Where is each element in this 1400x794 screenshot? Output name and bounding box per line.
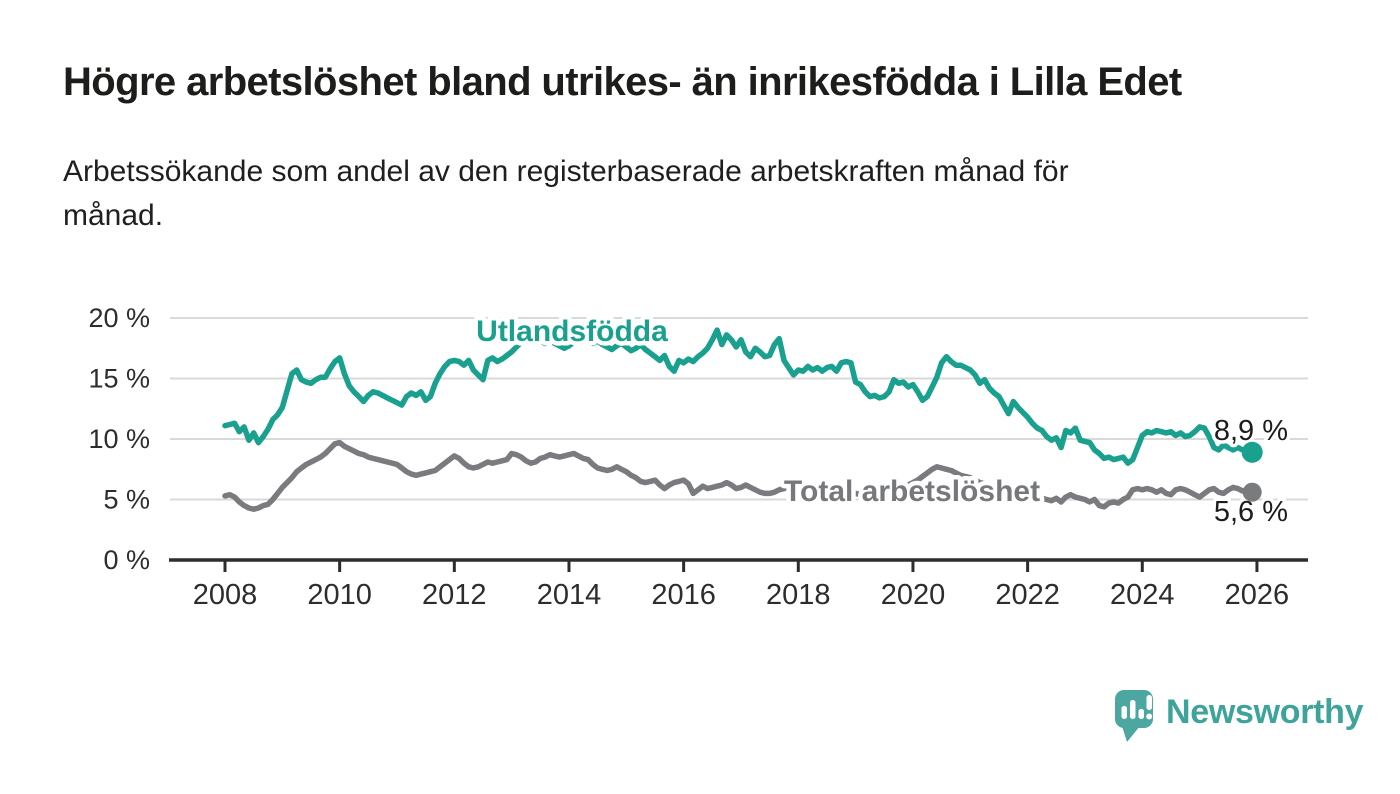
series-label-total-arbetsloshet: Total arbetslöshet [784, 475, 1040, 508]
series-line-utlandsfodda [222, 327, 1255, 466]
x-tick-label: 2008 [193, 579, 258, 611]
newsworthy-logo-icon [1115, 690, 1153, 742]
logo-bar-1 [1121, 706, 1127, 719]
x-tick-label: 2022 [995, 579, 1060, 611]
series-line-total-arbetsloshet [222, 439, 1255, 512]
y-axis-labels: 0 % 5 % 10 % 15 % 20 % [88, 303, 150, 575]
x-tick-label: 2010 [307, 579, 372, 611]
newsworthy-wordmark: Newsworthy [1166, 693, 1364, 731]
logo-exclamation-stem [1146, 695, 1152, 710]
y-tick-label: 0 % [103, 545, 150, 575]
series-label-utlandsfodda: Utlandsfödda [476, 315, 668, 348]
x-tick-label: 2018 [766, 579, 831, 611]
x-tick-label: 2020 [881, 579, 946, 611]
gridlines [170, 317, 1308, 501]
x-tick-label: 2012 [422, 579, 487, 611]
chart-subtitle-line2: månad. [63, 199, 164, 233]
logo-bar-3 [1138, 709, 1144, 719]
x-axis-labels: 2008 2010 2012 2014 2016 2018 2020 2022 2024 2026 [193, 579, 1289, 611]
y-tick-label: 5 % [103, 485, 150, 515]
series-end-dot-total [1242, 482, 1262, 502]
chart-subtitle-line1: Arbetssökande som andel av den registerb… [63, 155, 1069, 188]
logo-exclamation-dot [1146, 713, 1153, 720]
x-tick-label: 2024 [1110, 579, 1175, 611]
y-tick-label: 20 % [88, 303, 150, 333]
y-tick-label: 15 % [88, 364, 150, 394]
series-end-dot-utlandsfodda [1241, 441, 1263, 463]
x-axis-ticks [223, 560, 1259, 572]
x-tick-label: 2014 [537, 579, 602, 611]
y-tick-label: 10 % [88, 424, 150, 454]
x-tick-label: 2016 [651, 579, 716, 611]
end-value-label-utlandsfodda: 8,9 % [1214, 415, 1288, 447]
logo-bar-2 [1130, 700, 1136, 719]
chart-title: Högre arbetslöshet bland utrikes- än inr… [63, 60, 1182, 104]
x-tick-label: 2026 [1225, 579, 1290, 611]
newsworthy-logo[interactable]: Newsworthy [1115, 690, 1364, 742]
chart-subtitle: Arbetssökande som andel av den registerb… [63, 150, 1263, 239]
